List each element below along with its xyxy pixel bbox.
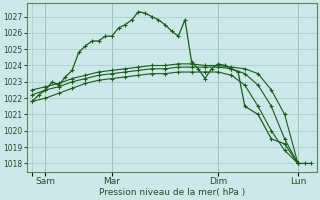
X-axis label: Pression niveau de la mer( hPa ): Pression niveau de la mer( hPa ) — [99, 188, 245, 197]
